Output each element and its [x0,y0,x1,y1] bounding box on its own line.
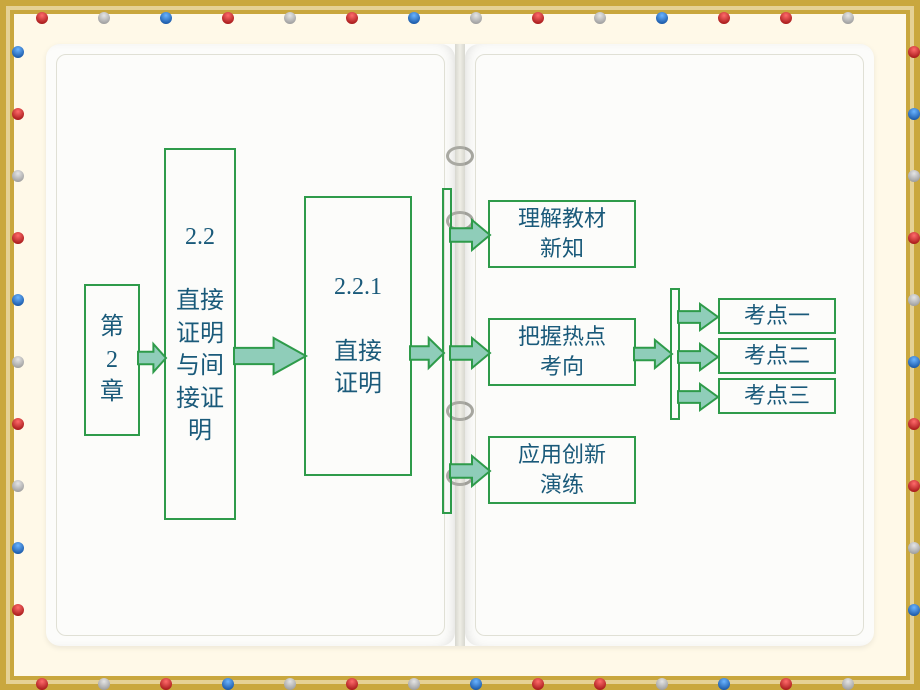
node-topic1: 理解教材新知 [488,200,636,268]
node-section: 2.2 直接证明与间接证明 [164,148,236,520]
gem-decorative [10,478,27,495]
gem-decorative [34,10,51,27]
gem-decorative [906,168,920,185]
gem-decorative [906,416,920,433]
gem-decorative [10,354,27,371]
node-subsect: 2.2.1 直接证明 [304,196,412,476]
gem-decorative [906,230,920,247]
arrow-a_t2_bar2 [634,340,672,368]
node-label: 第2章 [100,311,124,408]
node-label: 应用创新演练 [518,440,606,499]
arrow-a_bar2_p2 [678,344,718,370]
gem-decorative [906,540,920,557]
gem-decorative [10,230,27,247]
gem-decorative [840,10,857,27]
gem-decorative [10,292,27,309]
gem-decorative [906,106,920,123]
node-label: 2.2.1 直接证明 [334,271,382,401]
gem-decorative [592,10,609,27]
gem-decorative [468,10,485,27]
gem-decorative [778,10,795,27]
arrow-a_bar_t3 [450,456,490,486]
node-label: 考点二 [744,341,810,371]
gem-decorative [10,106,27,123]
node-label: 考点三 [744,381,810,411]
node-point2: 考点二 [718,338,836,374]
gem-decorative [10,416,27,433]
node-label: 把握热点考向 [518,322,606,381]
gem-decorative [158,10,175,27]
node-point3: 考点三 [718,378,836,414]
node-label: 2.2 直接证明与间接证明 [176,221,224,448]
gem-decorative [282,10,299,27]
gem-decorative [530,10,547,27]
gem-decorative [220,10,237,27]
gem-decorative [654,10,671,27]
gem-decorative [906,292,920,309]
gem-decorative [906,478,920,495]
gem-decorative [716,10,733,27]
arrow-a_bar_t2 [450,338,490,368]
gem-decorative [906,354,920,371]
gem-decorative [406,10,423,27]
arrow-a_sub_bar [410,338,444,368]
node-label: 考点一 [744,301,810,331]
arrow-a_bar2_p3 [678,384,718,410]
gem-decorative [906,602,920,619]
decorative-frame: 第2章 2.2 直接证明与间接证明 2.2.1 直接证明 理解教材新知把握热点考向应用… [0,0,920,690]
arrow-a_bar2_p1 [678,304,718,330]
node-chapter: 第2章 [84,284,140,436]
gem-decorative [10,44,27,61]
arrow-a_ch_sec [138,344,166,372]
gem-decorative [96,10,113,27]
node-label: 理解教材新知 [518,204,606,263]
node-topic2: 把握热点考向 [488,318,636,386]
gem-decorative [10,602,27,619]
gem-decorative [344,10,361,27]
gem-decorative [10,540,27,557]
arrow-a_sec_sub [234,338,306,374]
gem-decorative [10,168,27,185]
gem-decorative [906,44,920,61]
arrow-a_bar_t1 [450,220,490,250]
node-topic3: 应用创新演练 [488,436,636,504]
node-point1: 考点一 [718,298,836,334]
